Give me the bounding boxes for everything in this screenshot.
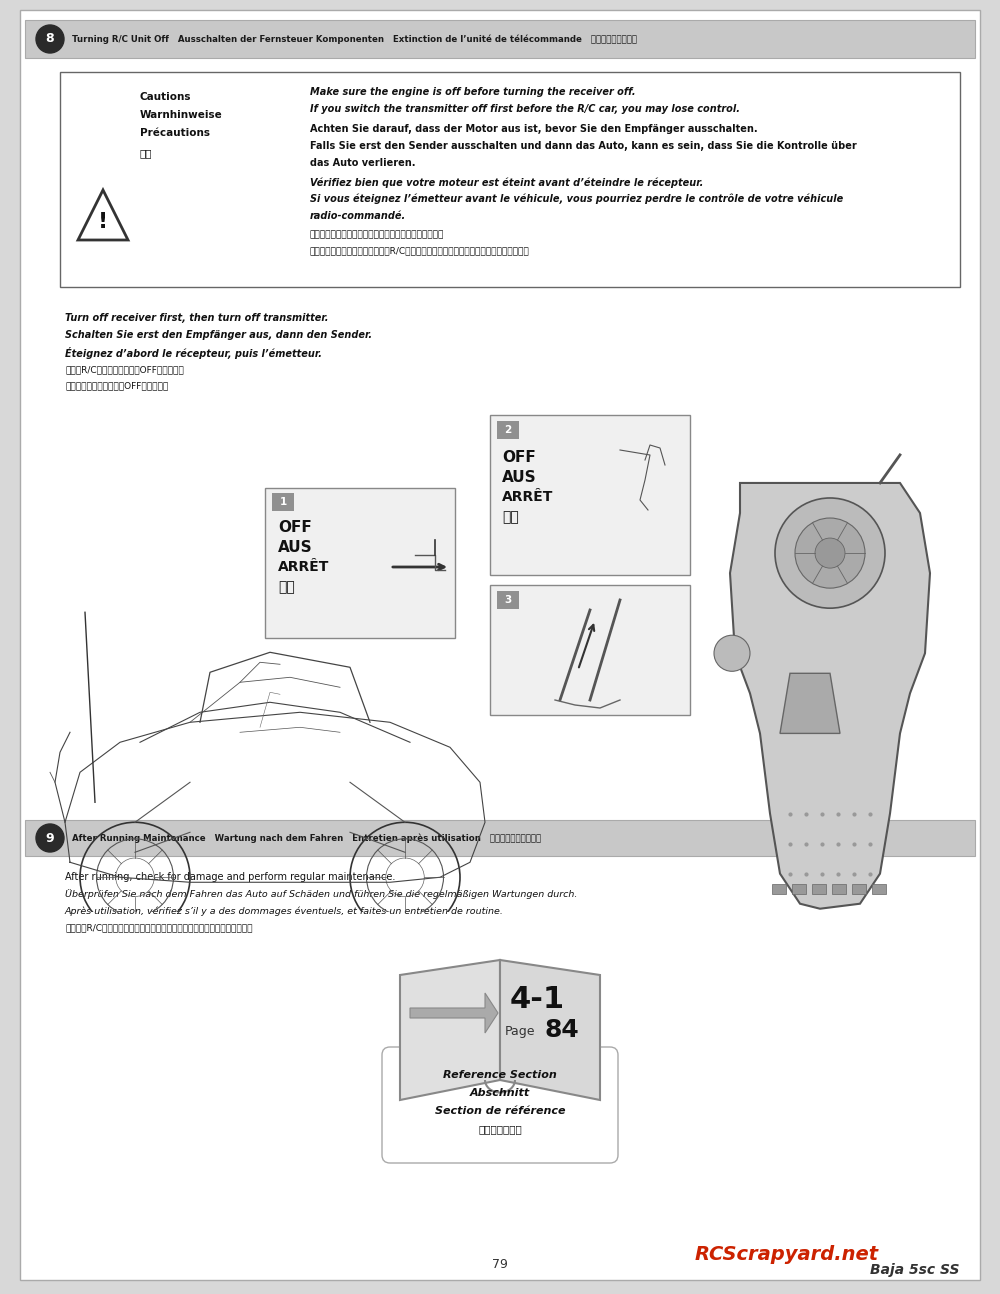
- Text: ARRÊT: ARRÊT: [278, 560, 329, 575]
- Text: Schalten Sie erst den Empfänger aus, dann den Sender.: Schalten Sie erst den Empfänger aus, dan…: [65, 330, 372, 340]
- Circle shape: [795, 518, 865, 589]
- Circle shape: [36, 25, 64, 53]
- Text: 参考セクション: 参考セクション: [478, 1124, 522, 1134]
- Text: AUS: AUS: [278, 540, 313, 555]
- Text: Turn off receiver first, then turn off transmitter.: Turn off receiver first, then turn off t…: [65, 313, 328, 324]
- Text: Section de référence: Section de référence: [435, 1106, 565, 1115]
- Text: Cautions: Cautions: [140, 92, 192, 102]
- Text: Abschnitt: Abschnitt: [470, 1088, 530, 1099]
- Circle shape: [36, 824, 64, 851]
- Text: After running, check for damage and perform regular maintenance.: After running, check for damage and perf…: [65, 872, 395, 883]
- Polygon shape: [78, 190, 128, 239]
- Text: Page: Page: [505, 1025, 536, 1038]
- Text: 8: 8: [46, 32, 54, 45]
- Bar: [772, 884, 786, 894]
- Text: OFF: OFF: [502, 450, 536, 465]
- FancyBboxPatch shape: [382, 1047, 618, 1163]
- Bar: [497, 421, 519, 439]
- Bar: [272, 493, 294, 511]
- Text: 3: 3: [504, 595, 512, 606]
- Text: オフ: オフ: [502, 510, 519, 524]
- Text: Falls Sie erst den Sender ausschalten und dann das Auto, kann es sein, dass Sie : Falls Sie erst den Sender ausschalten un…: [310, 141, 857, 151]
- Bar: [25, 19, 975, 58]
- Bar: [852, 884, 866, 894]
- Text: Précautions: Précautions: [140, 128, 210, 138]
- Text: Reference Section: Reference Section: [443, 1070, 557, 1080]
- Text: AUS: AUS: [502, 470, 537, 485]
- Text: 9: 9: [46, 832, 54, 845]
- Text: エンジンが確実に停止している事を確認してください。: エンジンが確実に停止している事を確認してください。: [310, 230, 444, 239]
- Text: Achten Sie darauf, dass der Motor aus ist, bevor Sie den Empfänger ausschalten.: Achten Sie darauf, dass der Motor aus is…: [310, 124, 758, 135]
- Text: 次に送信機のスイッチをOFFにします。: 次に送信機のスイッチをOFFにします。: [65, 380, 168, 389]
- Text: Überprüfen Sie nach dem Fahren das Auto auf Schäden und führen Sie die regelmäßi: Überprüfen Sie nach dem Fahren das Auto …: [65, 889, 577, 899]
- Polygon shape: [400, 960, 500, 1100]
- Text: ARRÊT: ARRÊT: [502, 490, 553, 503]
- Polygon shape: [730, 483, 930, 908]
- Bar: [265, 488, 455, 638]
- Text: 79: 79: [492, 1259, 508, 1272]
- Bar: [792, 884, 806, 894]
- Text: 4-1: 4-1: [510, 985, 565, 1014]
- Text: RCScrapyard.net: RCScrapyard.net: [695, 1246, 879, 1264]
- Text: 警告: 警告: [140, 148, 152, 158]
- Text: !: !: [98, 212, 108, 232]
- Text: Turning R/C Unit Off   Ausschalten der Fernsteuer Komponenten   Extinction de l’: Turning R/C Unit Off Ausschalten der Fer…: [72, 34, 637, 44]
- Text: 1: 1: [279, 497, 287, 507]
- Text: After Running Maintenance   Wartung nach dem Fahren   Entretien après utilisatio: After Running Maintenance Wartung nach d…: [72, 833, 541, 842]
- Circle shape: [775, 498, 885, 608]
- Polygon shape: [410, 992, 498, 1033]
- Text: OFF: OFF: [278, 520, 312, 534]
- Text: Si vous éteignez l’émetteur avant le véhicule, vous pourriez perdre le contrôle : Si vous éteignez l’émetteur avant le véh…: [310, 194, 843, 204]
- Text: オフ: オフ: [278, 580, 295, 594]
- Circle shape: [714, 635, 750, 672]
- Text: Baja 5sc SS: Baja 5sc SS: [870, 1263, 960, 1277]
- Text: Après utilisation, vérifiez s’il y a des dommages éventuels, et faites un entret: Après utilisation, vérifiez s’il y a des…: [65, 906, 504, 915]
- Text: 走行後はR/Cカーの性能を維持するためにメンテナンスを行ってください。: 走行後はR/Cカーの性能を維持するためにメンテナンスを行ってください。: [65, 923, 252, 932]
- Bar: [832, 884, 846, 894]
- Bar: [497, 591, 519, 609]
- Bar: [25, 820, 975, 857]
- Bar: [490, 585, 690, 716]
- Circle shape: [815, 538, 845, 568]
- Text: radio-commandé.: radio-commandé.: [310, 211, 406, 221]
- Bar: [490, 415, 690, 575]
- Polygon shape: [500, 960, 600, 1100]
- Text: Vérifiez bien que votre moteur est éteint avant d’éteindre le récepteur.: Vérifiez bien que votre moteur est étein…: [310, 177, 703, 188]
- Text: 始めにR/CカーのスイッチをOFFにします。: 始めにR/CカーのスイッチをOFFにします。: [65, 365, 184, 374]
- Bar: [872, 884, 886, 894]
- Text: Warnhinweise: Warnhinweise: [140, 110, 223, 120]
- Polygon shape: [780, 673, 840, 734]
- Bar: [812, 884, 826, 894]
- Bar: [60, 72, 960, 287]
- Text: 84: 84: [545, 1018, 580, 1042]
- Text: das Auto verlieren.: das Auto verlieren.: [310, 158, 416, 168]
- Text: スイッチを切る順番を間違えるとR/Cカーが暴走する恐れがあるので注意してください。: スイッチを切る順番を間違えるとR/Cカーが暴走する恐れがあるので注意してください…: [310, 246, 530, 255]
- Text: If you switch the transmitter off first before the R/C car, you may lose control: If you switch the transmitter off first …: [310, 104, 740, 114]
- Text: Éteignez d’abord le récepteur, puis l’émetteur.: Éteignez d’abord le récepteur, puis l’ém…: [65, 347, 322, 358]
- Text: Make sure the engine is off before turning the receiver off.: Make sure the engine is off before turni…: [310, 87, 636, 97]
- Text: 2: 2: [504, 424, 512, 435]
